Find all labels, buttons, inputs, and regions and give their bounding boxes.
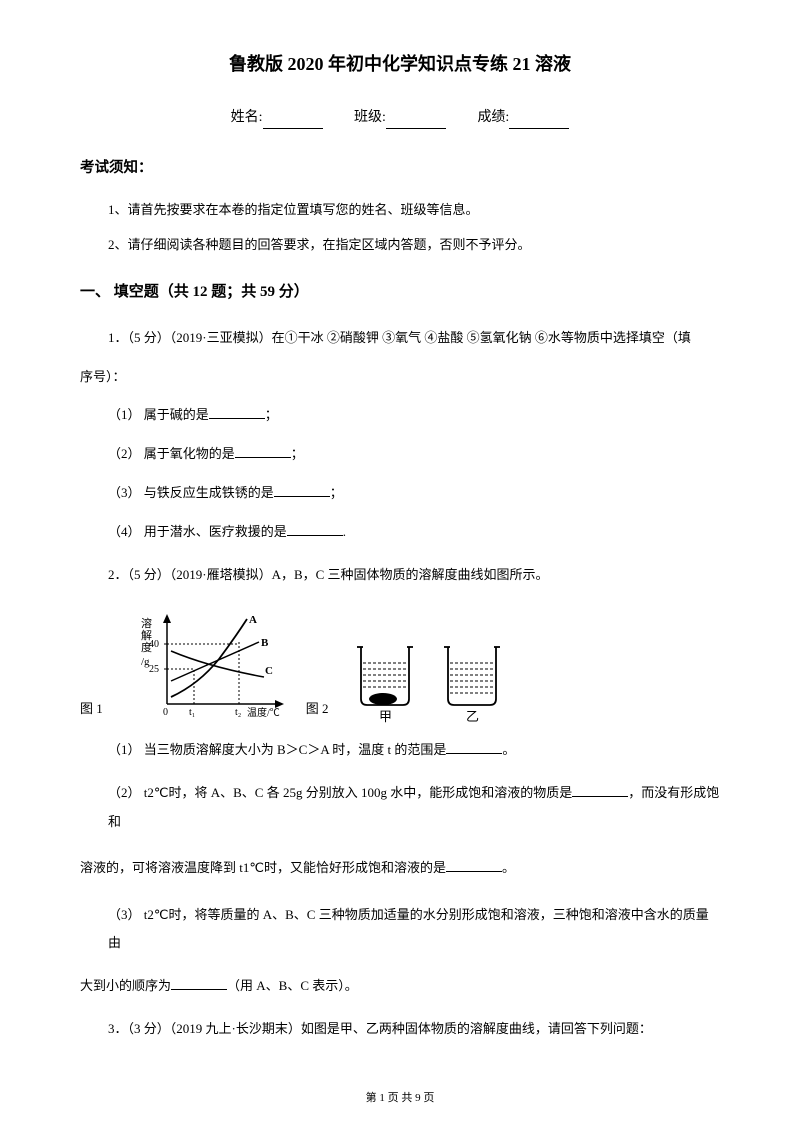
blank (446, 860, 502, 872)
q2-sub2-p1: （2） t2℃时，将 A、B、C 各 25g 分别放入 100g 水中，能形成饱… (108, 785, 572, 800)
q1-sub4-text: （4） 用于潜水、医疗救援的是 (108, 524, 287, 539)
beaker2-label: 乙 (466, 709, 479, 724)
fig1-label: 图 1 (80, 699, 103, 720)
curve-a-label: A (249, 614, 257, 626)
page-footer: 第 1 页 共 9 页 (0, 1090, 800, 1108)
xtick-t1: t₁ (189, 707, 195, 718)
notice-heading: 考试须知： (80, 157, 720, 180)
q1-sub1: （1） 属于碱的是 ； (108, 405, 720, 426)
q1-sub3-text: （3） 与铁反应生成铁锈的是 (108, 485, 274, 500)
q2-sub1: （1） 当三物质溶解度大小为 B＞C＞A 时，温度 t 的范围是 。 (108, 740, 720, 761)
curve-c-label: C (265, 665, 273, 677)
blank (274, 485, 330, 497)
figure-row: 图 1 溶 解 度 /g 40 25 0 t₁ t₂ 温度/℃ A B C 图 … (80, 609, 720, 724)
q2-sub3-p3: （用 A、B、C 表示）。 (227, 978, 358, 993)
beaker1-label: 甲 (379, 709, 392, 724)
beaker-2: 乙 (436, 639, 511, 724)
blank (572, 785, 628, 797)
q2-sub3-p2: 大到小的顺序为 (80, 978, 171, 993)
name-label: 姓名: (231, 110, 263, 125)
solubility-graph: 溶 解 度 /g 40 25 0 t₁ t₂ 温度/℃ A B C (139, 609, 294, 724)
class-blank (386, 115, 446, 129)
fig2-label: 图 2 (306, 699, 329, 720)
x-label: 温度/℃ (247, 706, 280, 719)
section-one-title: 一、 填空题（共 12 题；共 59 分） (80, 280, 720, 304)
header-fields: 姓名: 班级: 成绩: (80, 107, 720, 129)
q2-sub3: （3） t2℃时，将等质量的 A、B、C 三种物质加适量的水分别形成饱和溶液，三… (108, 901, 720, 958)
q1-sub2: （2） 属于氧化物的是 ； (108, 444, 720, 465)
q2-sub2-end: 。 (502, 860, 515, 875)
q1-sub1-end: ； (265, 407, 278, 422)
curve-b-label: B (261, 637, 269, 649)
instruction-2: 2、请仔细阅读各种题目的回答要求，在指定区域内答题，否则不予评分。 (108, 235, 720, 256)
y-label-1: 溶 (141, 616, 152, 630)
q1-stem-line2: 序号）： (80, 367, 720, 388)
q1-sub2-text: （2） 属于氧化物的是 (108, 446, 235, 461)
xtick-0: 0 (163, 707, 168, 718)
doc-title: 鲁教版 2020 年初中化学知识点专练 21 溶液 (80, 50, 720, 79)
q3-stem: 3．（3 分）（2019 九上·长沙期末）如图是甲、乙两种固体物质的溶解度曲线，… (108, 1015, 720, 1044)
ytick-25: 25 (149, 664, 159, 675)
q1-stem: 1．（5 分）（2019·三亚模拟）在①干冰 ②硝酸钾 ③氧气 ④盐酸 ⑤氢氧化… (108, 324, 720, 353)
q2-sub1-end: 。 (502, 742, 515, 757)
instruction-1: 1、请首先按要求在本卷的指定位置填写您的姓名、班级等信息。 (108, 200, 720, 221)
q1-stem-line1: 1．（5 分）（2019·三亚模拟）在①干冰 ②硝酸钾 ③氧气 ④盐酸 ⑤氢氧化… (108, 330, 691, 345)
blank (235, 446, 291, 458)
q2-sub1-text: （1） 当三物质溶解度大小为 B＞C＞A 时，温度 t 的范围是 (108, 742, 446, 757)
q2-sub3-line2: 大到小的顺序为 （用 A、B、C 表示）。 (80, 976, 720, 997)
ytick-40: 40 (149, 639, 159, 650)
q1-sub2-end: ； (291, 446, 304, 461)
q2-stem: 2．（5 分）（2019·雁塔模拟）A，B，C 三种固体物质的溶解度曲线如图所示… (108, 561, 720, 590)
blank (446, 742, 502, 754)
blank (171, 978, 227, 990)
q1-sub3-end: ； (330, 485, 343, 500)
xtick-t2: t₂ (235, 707, 241, 718)
blank (209, 407, 265, 419)
q2-sub3-p1: （3） t2℃时，将等质量的 A、B、C 三种物质加适量的水分别形成饱和溶液，三… (108, 907, 709, 951)
q1-sub3: （3） 与铁反应生成铁锈的是 ； (108, 483, 720, 504)
score-blank (509, 115, 569, 129)
score-label: 成绩: (477, 110, 509, 125)
class-label: 班级: (354, 110, 386, 125)
beaker-1: 甲 (349, 639, 424, 724)
q1-sub4-end: . (343, 524, 346, 539)
q1-sub1-text: （1） 属于碱的是 (108, 407, 209, 422)
q1-sub4: （4） 用于潜水、医疗救援的是. (108, 522, 720, 543)
q2-sub2-p3: 溶液的，可将溶液温度降到 t1℃时，又能恰好形成饱和溶液的是 (80, 860, 446, 875)
blank (287, 524, 343, 536)
q2-sub2: （2） t2℃时，将 A、B、C 各 25g 分别放入 100g 水中，能形成饱… (108, 779, 720, 836)
name-blank (263, 115, 323, 129)
q2-sub2-line2: 溶液的，可将溶液温度降到 t1℃时，又能恰好形成饱和溶液的是 。 (80, 854, 720, 883)
